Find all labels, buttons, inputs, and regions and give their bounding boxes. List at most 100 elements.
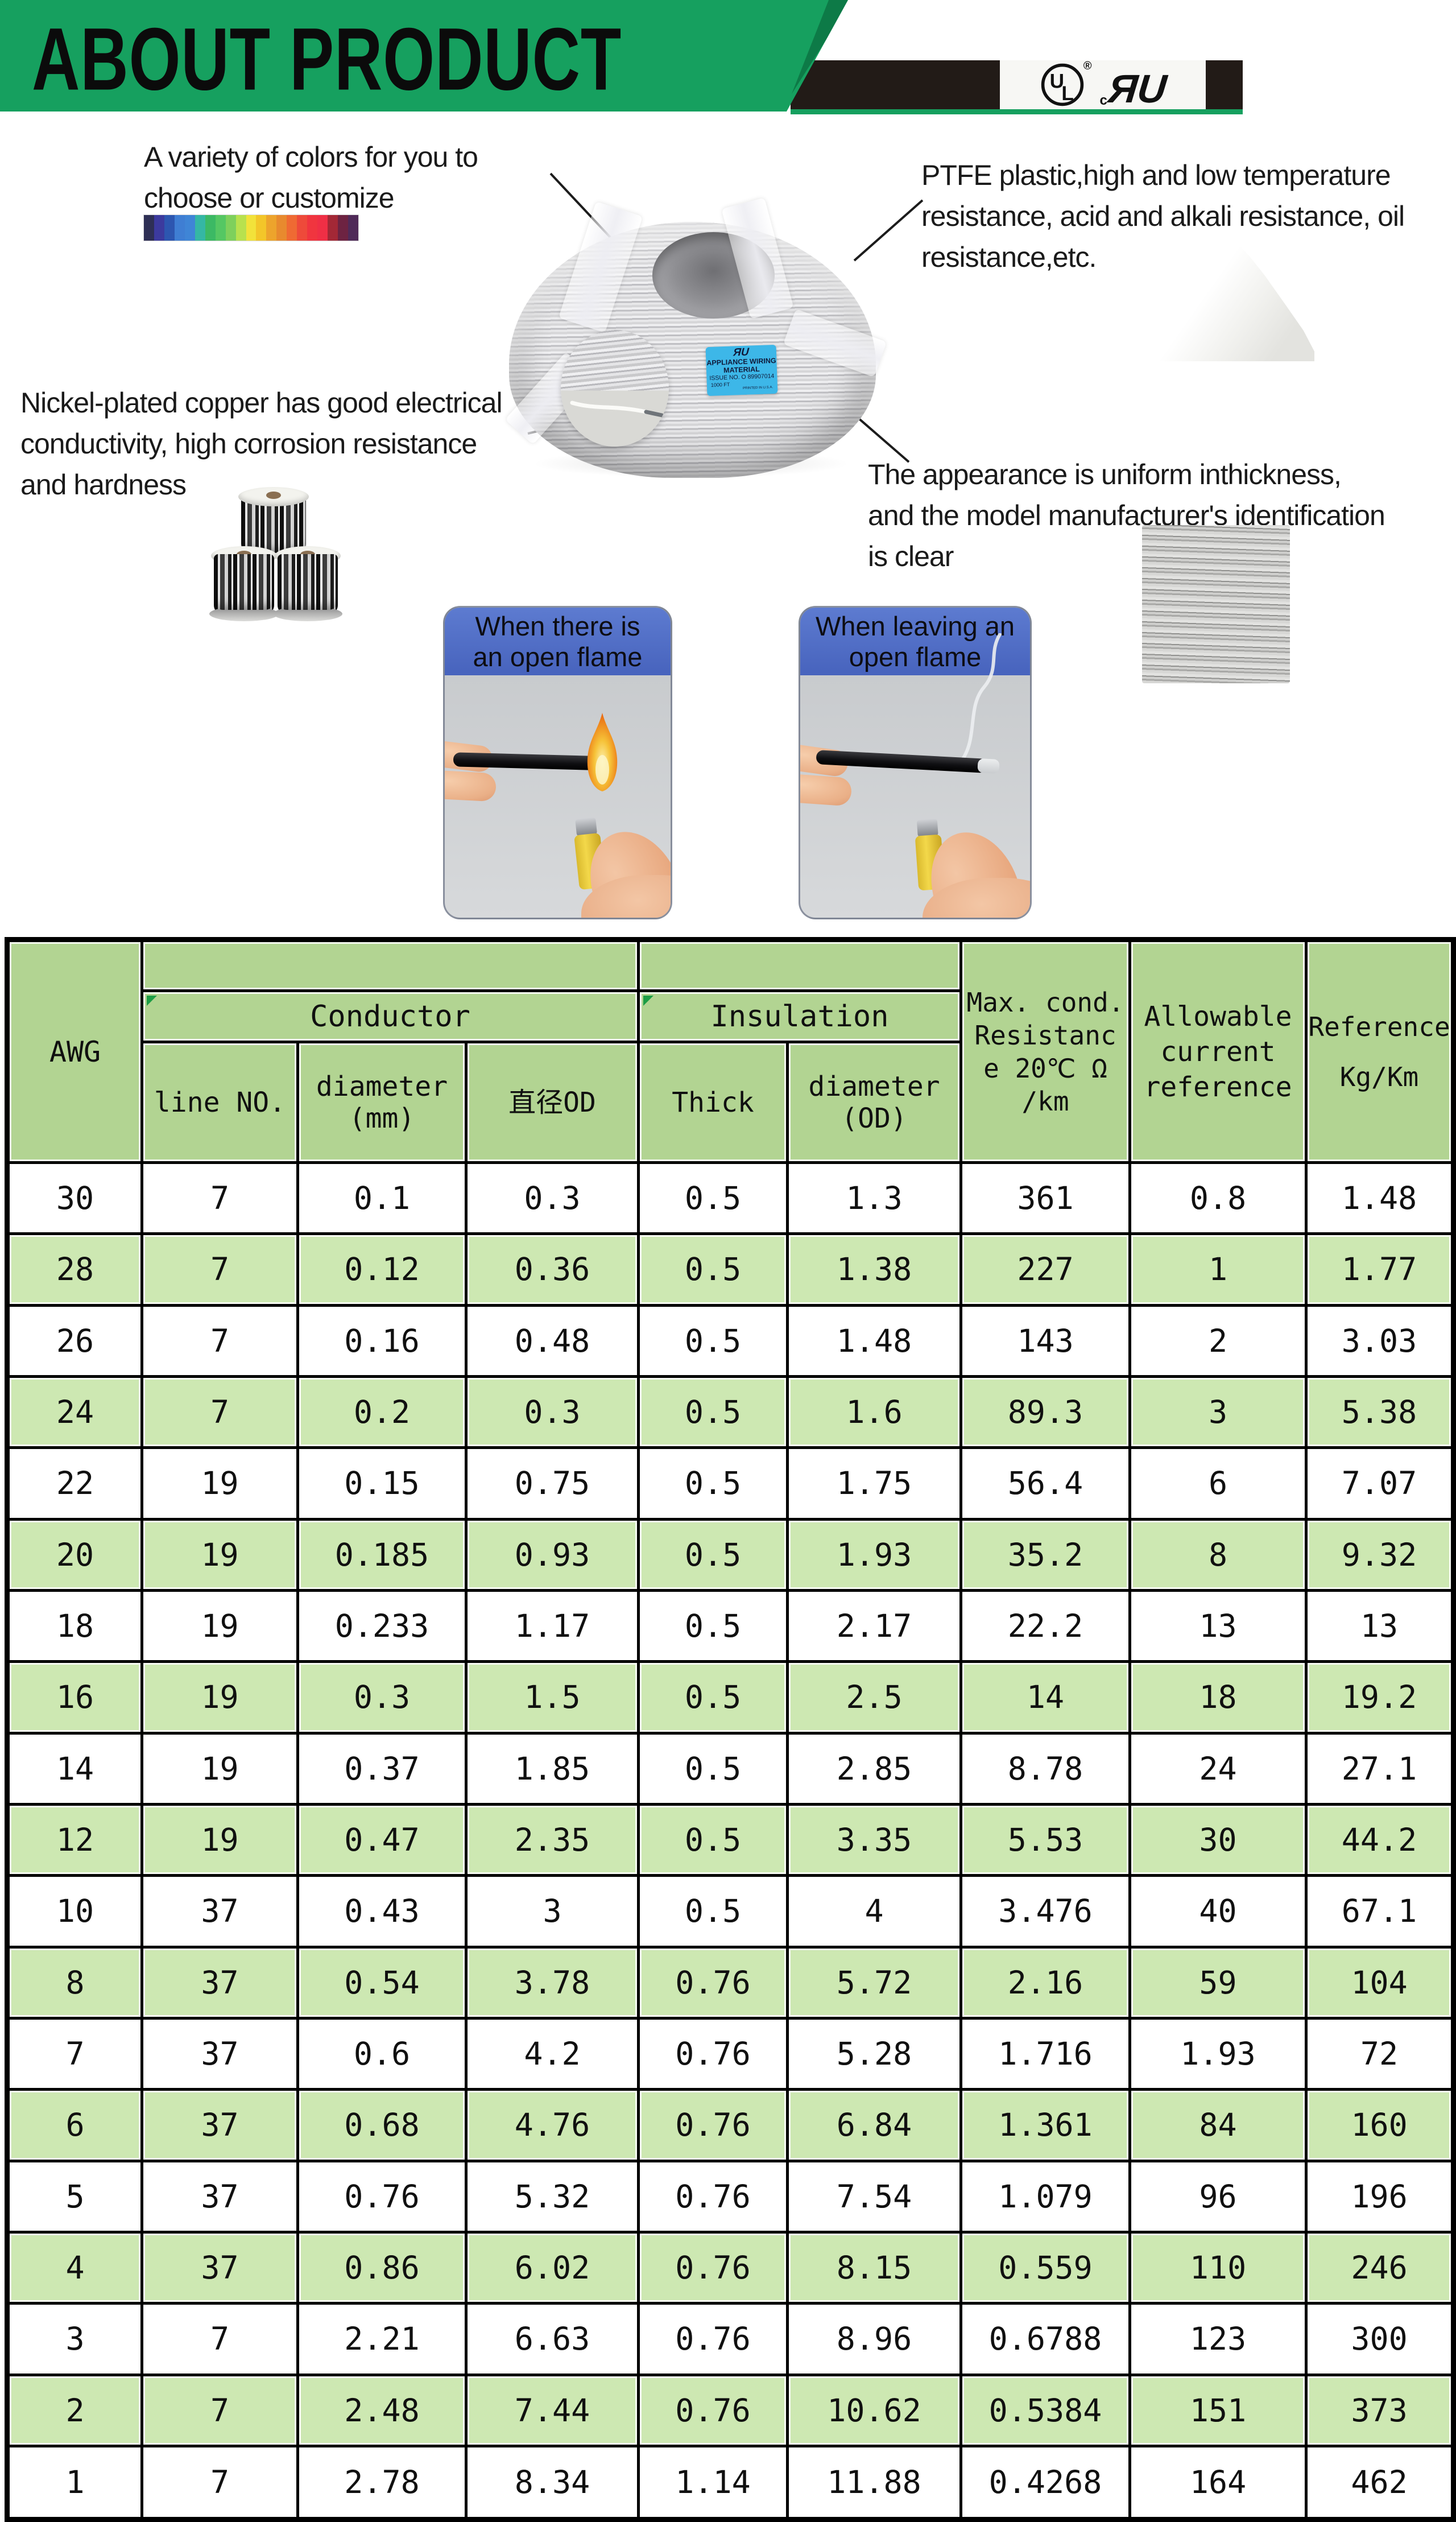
- nickel-spool: [209, 546, 279, 621]
- table-cell: 59: [1128, 1945, 1308, 2020]
- table-cell: 0.16: [296, 1303, 468, 1378]
- table-cell: 28: [6, 1232, 143, 1307]
- table-cell: 3: [1128, 1374, 1308, 1450]
- table-cell: 20: [6, 1517, 143, 1592]
- table-cell: 0.76: [637, 2373, 789, 2447]
- table-row: 7 37 0.6 4.2 0.76 5.28 1.716 1.93 72: [6, 2016, 1455, 2091]
- table-cell: 0.75: [464, 1446, 640, 1521]
- table-cell: 0.3: [464, 1374, 640, 1450]
- smoke-icon: [959, 633, 1002, 763]
- table-body: 30 7 0.1 0.3 0.5 1.3 361 0.8 1.48 28 7 0.12 0.36 0.5 1…: [6, 1161, 1455, 2521]
- table-cell: 26: [6, 1303, 143, 1378]
- table-cell: 2.21: [296, 2302, 468, 2376]
- table-cell: 164: [1128, 2444, 1308, 2521]
- table-cell: 0.233: [296, 1588, 468, 1664]
- table-cell: 0.47: [296, 1802, 468, 1877]
- table-cell: 8.15: [786, 2230, 963, 2305]
- table-cell: 361: [959, 1161, 1132, 1236]
- table-cell: 227: [959, 1232, 1132, 1307]
- table-cell: 0.12: [296, 1232, 468, 1307]
- table-cell: 0.2: [296, 1374, 468, 1450]
- table-cell: 2.35: [464, 1802, 640, 1877]
- table-row: 30 7 0.1 0.3 0.5 1.3 361 0.8 1.48: [6, 1161, 1455, 1236]
- table-cell: 72: [1305, 2016, 1455, 2091]
- table-cell: 0.68: [296, 2088, 468, 2162]
- table-cell: 0.76: [637, 2088, 789, 2162]
- table-cell: 0.5: [637, 1517, 789, 1592]
- flame-test-card-leaving-flame: When leaving an open flame: [799, 606, 1032, 919]
- table-row: 24 7 0.2 0.3 0.5 1.6 89.3 3 5.38: [6, 1374, 1455, 1450]
- table-row: 22 19 0.15 0.75 0.5 1.75 56.4 6 7.07: [6, 1446, 1455, 1521]
- table-cell: 8.96: [786, 2302, 963, 2376]
- nickel-spool: [273, 546, 342, 621]
- table-cell: 84: [1128, 2088, 1308, 2162]
- flame-test-card-open-flame: When there is an open flame: [443, 606, 672, 919]
- table-cell: 18: [6, 1588, 143, 1664]
- table-cell: 56.4: [959, 1446, 1132, 1521]
- table-cell: 2.48: [296, 2373, 468, 2447]
- table-cell: 9.32: [1305, 1517, 1455, 1592]
- table-cell: 14: [6, 1731, 143, 1806]
- table-cell: 1.77: [1305, 1232, 1455, 1307]
- table-cell: 0.76: [637, 1945, 789, 2020]
- table-cell: 1.14: [637, 2444, 789, 2521]
- wire-closeup-circle: [561, 330, 669, 447]
- table-cell: 1.079: [959, 2159, 1132, 2234]
- table-cell: 373: [1305, 2373, 1455, 2447]
- flame-icon: [587, 713, 618, 791]
- table-cell: 1: [1128, 1232, 1308, 1307]
- table-cell: 2: [6, 2373, 143, 2447]
- table-cell: 24: [1128, 1731, 1308, 1806]
- table-cell: 462: [1305, 2444, 1455, 2521]
- table-cell: 0.5: [637, 1874, 789, 1949]
- table-cell: 104: [1305, 1945, 1455, 2020]
- table-cell: 7.54: [786, 2159, 963, 2234]
- table-cell: 4: [786, 1874, 963, 1949]
- table-cell: 2.5: [786, 1660, 963, 1735]
- table-cell: 37: [140, 2016, 299, 2091]
- table-cell: 0.185: [296, 1517, 468, 1592]
- ul-logo-box: U L ® c ЯU: [1000, 60, 1206, 111]
- ul-listed-icon: U L ®: [1040, 60, 1092, 108]
- table-cell: 4.2: [464, 2016, 640, 2091]
- burnt-wire-tip: [977, 758, 1000, 774]
- table-cell: 37: [140, 2088, 299, 2162]
- table-cell: 196: [1305, 2159, 1455, 2234]
- col-header-thick: Thick: [637, 1041, 789, 1164]
- table-cell: 0.5: [637, 1731, 789, 1806]
- table-cell: 1.38: [786, 1232, 963, 1307]
- col-group-conductor: Conductor: [140, 989, 640, 1043]
- table-cell: 8.34: [464, 2444, 640, 2521]
- col-header-awg: AWG: [6, 938, 143, 1164]
- table-cell: 0.5: [637, 1588, 789, 1664]
- table-cell: 6.63: [464, 2302, 640, 2376]
- table-cell: 37: [140, 1945, 299, 2020]
- table-cell: 16: [6, 1660, 143, 1735]
- table-cell: 7: [140, 2444, 299, 2521]
- table-cell: 35.2: [959, 1517, 1132, 1592]
- table-cell: 0.76: [296, 2159, 468, 2234]
- table-row: 2 7 2.48 7.44 0.76 10.62 0.5384 151 373: [6, 2373, 1455, 2447]
- table-cell: 27.1: [1305, 1731, 1455, 1806]
- table-cell: 0.76: [637, 2302, 789, 2376]
- table-cell: 7: [140, 2373, 299, 2447]
- table-cell: 11.88: [786, 2444, 963, 2521]
- col-header-diameter-od: diameter (OD): [786, 1041, 963, 1164]
- table-cell: 2.16: [959, 1945, 1132, 2020]
- card-title: When there is an open flame: [445, 608, 671, 675]
- table-cell: 0.76: [637, 2159, 789, 2234]
- table-cell: 19: [140, 1660, 299, 1735]
- table-cell: 19: [140, 1731, 299, 1806]
- table-cell: 89.3: [959, 1374, 1132, 1450]
- rainbow-bar: [144, 215, 359, 241]
- table-row: 10 37 0.43 3 0.5 4 3.476 40 67.1: [6, 1874, 1455, 1949]
- col-header-line-no: line NO.: [140, 1041, 299, 1164]
- table-cell: 5.38: [1305, 1374, 1455, 1450]
- table-cell: 1.5: [464, 1660, 640, 1735]
- table-cell: 8: [1128, 1517, 1308, 1592]
- table-cell: 19: [140, 1517, 299, 1592]
- col-header-od-cn: 直径OD: [464, 1041, 640, 1164]
- table-cell: 5.28: [786, 2016, 963, 2091]
- table-cell: 0.5: [637, 1161, 789, 1236]
- table-cell: 2.17: [786, 1588, 963, 1664]
